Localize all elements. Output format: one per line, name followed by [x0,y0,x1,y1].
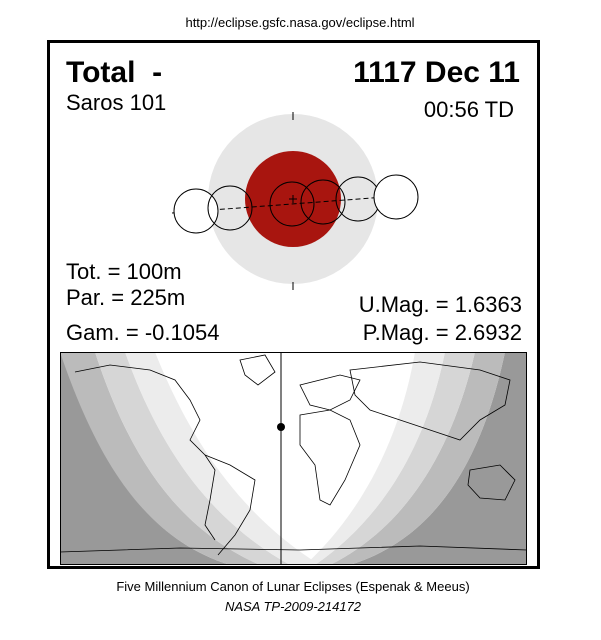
europe [299,374,361,411]
total-east [305,352,445,565]
tot: Tot. = 100m [66,259,182,284]
moon [269,181,315,227]
partial-west [95,352,290,565]
africa [299,409,361,506]
no-visibility-west [60,352,230,565]
moon [173,188,219,234]
umag: U.Mag. = 1.6363 [359,292,522,317]
total-west [125,352,320,565]
pmag: P.Mag. = 2.6932 [363,320,522,345]
moon [300,179,346,225]
moon [373,174,419,220]
partial-east [315,352,475,565]
south-america [204,454,256,556]
asia [349,361,511,441]
gam: Gam. = -0.1054 [66,320,219,345]
coastlines [60,354,527,556]
time: 00:56 TD [424,97,514,122]
sub-lunar-point [277,423,285,431]
saros: Saros 101 [66,90,166,115]
footer-ref: NASA TP-2009-214172 [225,599,362,614]
map-border [60,352,527,565]
greenland [239,354,276,386]
eclipse-type: Total - [66,56,162,89]
eclipse-date: 1117 Dec 11 [353,56,520,89]
footer-title: Five Millennium Canon of Lunar Eclipses … [116,579,469,594]
penumbral-east [330,352,505,565]
moon-positions [173,174,419,234]
penumbral-west [60,352,260,565]
australia [467,464,516,501]
no-visibility-east [350,352,527,565]
visibility-map [60,352,527,565]
americas [74,364,216,541]
url: http://eclipse.gsfc.nasa.gov/eclipse.htm… [185,15,414,30]
par: Par. = 225m [66,285,185,310]
moon [207,185,253,231]
eclipse-geometry [171,112,419,290]
antarctica [60,545,527,553]
